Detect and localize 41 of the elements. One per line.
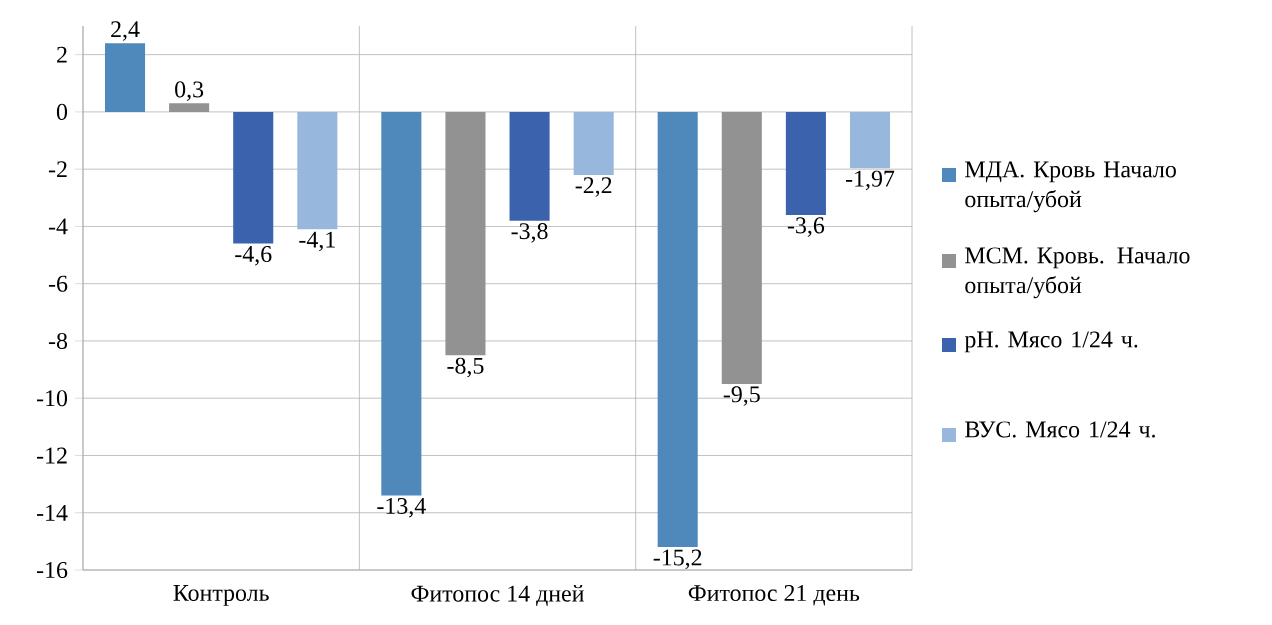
y-tick-label: 2 <box>57 46 67 63</box>
bar <box>509 111 550 221</box>
bar <box>233 111 274 244</box>
bar <box>381 111 422 496</box>
bar <box>169 103 210 112</box>
bar <box>785 111 826 215</box>
data-label: -2,2 <box>575 177 612 197</box>
bar <box>297 111 338 230</box>
legend-label: МСМ. Кровь. Начало опыта/убой <box>965 247 1190 299</box>
x-tick-label: Фитопос 21 день <box>688 585 860 606</box>
y-tick-label: -10 <box>36 390 68 407</box>
data-label: -3,8 <box>511 223 548 243</box>
data-label: -15,2 <box>653 549 702 570</box>
y-tick-label: -16 <box>36 561 68 579</box>
bar <box>657 111 698 548</box>
legend-label: МДА. Кровь Начало опыта/убой <box>965 161 1176 213</box>
bar <box>104 43 146 112</box>
data-label: -1,97 <box>845 170 895 191</box>
y-tick-label: -2 <box>48 161 67 178</box>
bar <box>573 111 614 175</box>
legend-label: pH. Мясо 1/24 ч. <box>964 331 1138 353</box>
y-tick-label: -4 <box>48 218 68 235</box>
x-tick-label: Фитопос 14 дней <box>411 585 584 607</box>
y-tick-label: -8 <box>48 332 68 349</box>
data-label: -3,6 <box>787 217 825 237</box>
legend-label: ВУС. Мясо 1/24 ч. <box>965 421 1155 438</box>
bar <box>445 111 486 356</box>
x-tick-label: Контроль <box>173 585 269 606</box>
data-label: -8,5 <box>447 357 484 378</box>
data-label: 0,3 <box>175 81 204 101</box>
data-label: -4,6 <box>235 245 272 266</box>
data-label: -9,5 <box>723 386 760 406</box>
bar <box>721 111 762 384</box>
y-tick-label: -14 <box>36 504 68 521</box>
y-tick-label: -12 <box>36 447 67 464</box>
data-label: 2,4 <box>111 21 140 41</box>
y-tick-label: -6 <box>48 275 68 292</box>
y-tick-label: 0 <box>56 103 68 120</box>
bar <box>849 111 891 169</box>
data-label: -13,4 <box>377 497 426 518</box>
data-label: -4,1 <box>299 231 335 252</box>
